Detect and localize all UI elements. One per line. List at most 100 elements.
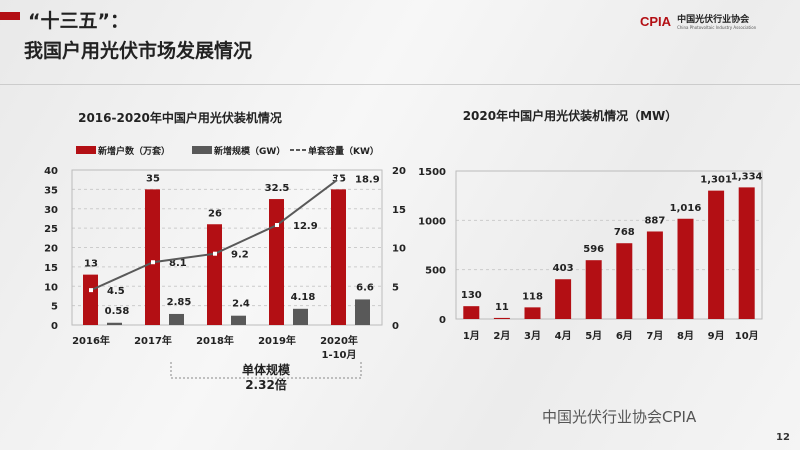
y-tick: 500 xyxy=(425,266,446,277)
label-households: 13 xyxy=(84,259,98,270)
label-scale: 4.18 xyxy=(291,292,316,303)
bar-scale xyxy=(169,313,184,325)
logo-cn: 中国光伏行业协会 xyxy=(677,15,750,25)
legend-capacity: 单套容量（KW） xyxy=(308,145,379,157)
label-monthly: 1,016 xyxy=(670,203,702,214)
x-tick: 2017年 xyxy=(134,334,172,347)
bar-households xyxy=(331,189,346,325)
y-tick: 1000 xyxy=(418,216,446,227)
y-tick-right: 15 xyxy=(392,205,406,216)
logo-mark: CPIA xyxy=(640,13,672,29)
cpia-logo: CPIA 中国光伏行业协会 China Photovoltaic Industr… xyxy=(640,12,757,31)
x-tick-sub: 1-10月 xyxy=(321,349,356,361)
x-tick: 10月 xyxy=(735,330,759,342)
x-tick: 4月 xyxy=(555,330,572,342)
label-capacity: 9.2 xyxy=(231,250,249,261)
plot-frame xyxy=(455,170,763,320)
label-capacity: 18.9 xyxy=(355,175,380,186)
x-tick: 1月 xyxy=(463,330,480,342)
legend-scale: 新增规模（GW） xyxy=(214,145,285,157)
bar-monthly xyxy=(708,190,725,319)
y-tick-left: 25 xyxy=(44,224,58,235)
bar-households xyxy=(145,189,160,325)
bar-monthly xyxy=(646,231,663,319)
bar-monthly xyxy=(555,279,572,319)
label-households: 35 xyxy=(146,173,160,184)
x-tick: 8月 xyxy=(677,330,694,342)
page-number: 12 xyxy=(776,432,790,443)
bar-scale xyxy=(293,308,308,325)
label-monthly: 768 xyxy=(614,227,635,238)
y-tick-left: 10 xyxy=(44,282,58,293)
label-monthly: 1,301 xyxy=(700,175,732,186)
y-tick-left: 15 xyxy=(44,263,58,274)
page-title: 我国户用光伏市场发展情况 xyxy=(24,40,253,62)
annotation-line2: 2.32倍 xyxy=(245,377,287,392)
bar-scale xyxy=(231,315,246,325)
label-monthly: 887 xyxy=(644,215,665,226)
y-tick-right: 0 xyxy=(392,321,399,332)
label-monthly: 118 xyxy=(522,291,543,302)
y-tick-right: 5 xyxy=(392,282,399,293)
point-capacity xyxy=(89,288,93,293)
x-tick: 9月 xyxy=(708,330,725,342)
bar-scale xyxy=(107,322,122,325)
y-tick-left: 40 xyxy=(44,166,58,177)
accent-bar xyxy=(0,12,20,20)
bar-monthly xyxy=(463,306,480,319)
label-capacity: 12.9 xyxy=(293,221,318,232)
point-capacity xyxy=(337,176,341,181)
divider xyxy=(0,84,800,85)
annotation-line1: 单体规模 xyxy=(242,362,291,377)
bar-households xyxy=(83,274,98,325)
x-tick: 2018年 xyxy=(196,334,234,347)
point-capacity xyxy=(275,223,279,228)
label-monthly: 130 xyxy=(461,290,482,301)
label-households: 32.5 xyxy=(265,183,290,194)
legend-households: 新增户数（万套） xyxy=(98,145,170,157)
x-tick: 2016年 xyxy=(72,334,110,347)
bar-monthly xyxy=(585,260,602,319)
x-tick: 3月 xyxy=(524,330,541,342)
label-monthly: 403 xyxy=(553,263,574,274)
y-tick: 0 xyxy=(439,315,446,326)
bar-monthly xyxy=(493,317,510,319)
y-tick-right: 20 xyxy=(392,166,406,177)
chart1-title: 2016-2020年中国户用光伏装机情况 xyxy=(78,110,282,125)
plot-frame xyxy=(71,169,383,326)
y-tick-left: 35 xyxy=(44,185,58,196)
y-tick-right: 10 xyxy=(392,244,406,255)
x-tick: 7月 xyxy=(646,330,663,342)
label-scale: 6.6 xyxy=(356,282,374,293)
label-households: 26 xyxy=(208,208,222,219)
logo-en: China Photovoltaic Industry Association xyxy=(677,25,757,30)
bar-scale xyxy=(355,299,370,325)
watermark: 中国光伏行业协会CPIA xyxy=(542,408,697,426)
label-scale: 2.4 xyxy=(232,299,250,310)
x-tick: 2019年 xyxy=(258,334,296,347)
point-capacity xyxy=(213,251,217,256)
bar-households xyxy=(207,224,222,325)
y-tick-left: 30 xyxy=(44,205,58,216)
chart2-title: 2020年中国户用光伏装机情况（MW） xyxy=(463,108,678,123)
label-monthly: 1,334 xyxy=(731,171,763,182)
bar-households xyxy=(269,199,284,325)
x-tick: 5月 xyxy=(585,330,602,342)
title-line1: “十三五”： xyxy=(28,10,129,32)
label-monthly: 596 xyxy=(583,244,604,255)
bar-monthly xyxy=(738,187,755,319)
y-tick: 1500 xyxy=(418,167,446,178)
y-tick-left: 0 xyxy=(51,321,58,332)
legend-swatch-households xyxy=(76,146,96,154)
label-capacity: 8.1 xyxy=(169,258,187,269)
x-tick: 2020年 xyxy=(320,334,358,347)
label-scale: 0.58 xyxy=(105,306,130,317)
x-tick: 6月 xyxy=(616,330,633,342)
legend-swatch-scale xyxy=(192,146,212,154)
annotation-bracket xyxy=(170,362,362,379)
label-capacity: 4.5 xyxy=(107,286,125,297)
y-tick-left: 20 xyxy=(44,244,58,255)
label-monthly: 11 xyxy=(495,302,509,313)
